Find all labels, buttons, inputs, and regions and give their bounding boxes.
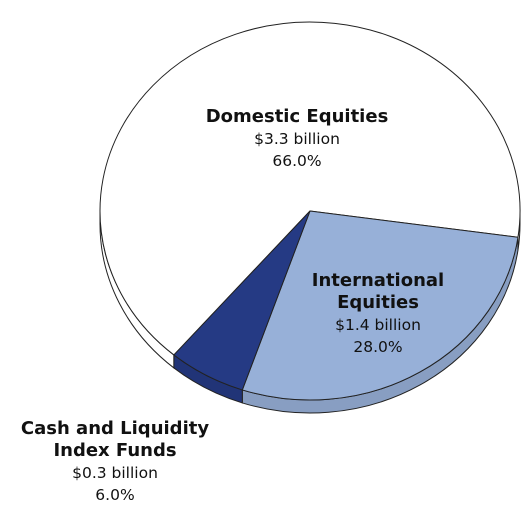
slice [99,21,521,356]
amount-label: $0.3 billion [72,464,158,482]
label-group: International Equities $1.4 billion 28.0… [303,270,453,358]
amount-label: $3.3 billion [254,130,340,148]
category-label: Domestic Equities [205,106,389,127]
category-label: Cash and Liquidity Index Funds [20,418,210,461]
label-group: Cash and Liquidity Index Funds $0.3 bill… [5,418,225,506]
slice [173,210,311,391]
value-label: 6.0% [95,486,135,504]
category-label: International Equities [311,270,445,313]
value-label: 66.0% [272,152,322,170]
slice [241,210,519,401]
amount-label: $1.4 billion [335,316,421,334]
label-group: Domestic Equities $3.3 billion 66.0% [187,106,407,172]
value-label: 28.0% [353,338,403,356]
